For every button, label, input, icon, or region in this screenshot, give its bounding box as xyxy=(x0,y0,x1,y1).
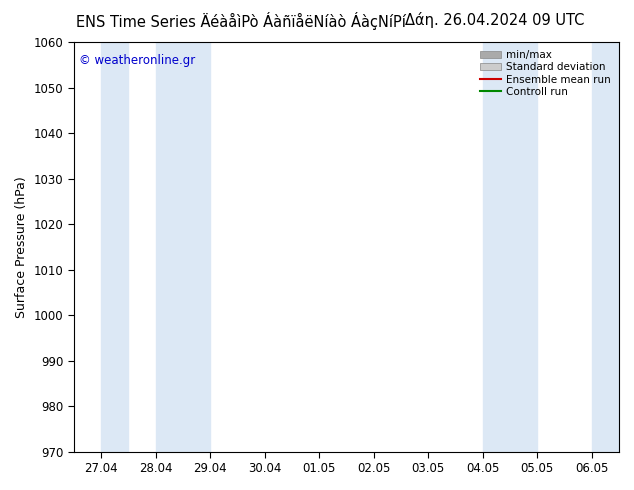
Bar xyxy=(482,42,537,452)
Y-axis label: Surface Pressure (hPa): Surface Pressure (hPa) xyxy=(15,176,28,318)
Bar xyxy=(101,42,128,452)
Legend: min/max, Standard deviation, Ensemble mean run, Controll run: min/max, Standard deviation, Ensemble me… xyxy=(477,47,614,100)
Bar xyxy=(592,42,619,452)
Text: Δάη. 26.04.2024 09 UTC: Δάη. 26.04.2024 09 UTC xyxy=(405,12,584,28)
Text: © weatheronline.gr: © weatheronline.gr xyxy=(79,54,195,67)
Text: ENS Time Series ÄéàåìPò ÁàñïåëNíàò ÁàçNíPí: ENS Time Series ÄéàåìPò ÁàñïåëNíàò ÁàçNí… xyxy=(76,12,406,30)
Bar xyxy=(155,42,210,452)
